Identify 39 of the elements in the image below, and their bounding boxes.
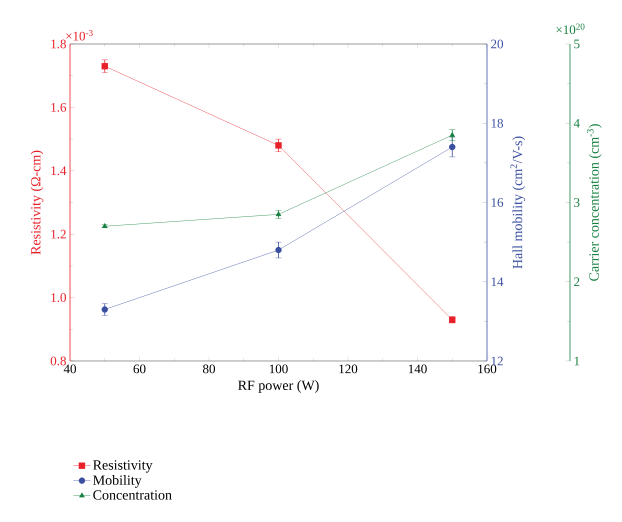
y3-tick-label: 3 bbox=[574, 198, 580, 207]
point bbox=[276, 211, 282, 216]
y2-tick-label: 18 bbox=[492, 118, 504, 128]
y-axis-title: Resistivity (Ω-cm) bbox=[30, 150, 44, 255]
x-tick-label: 40 bbox=[64, 364, 76, 374]
point bbox=[275, 142, 282, 149]
point bbox=[275, 246, 282, 254]
y2-tick-label: 16 bbox=[492, 198, 504, 207]
text: ×10$^{20}$ bbox=[556, 24, 585, 34]
point bbox=[449, 144, 456, 150]
y-tick-label: 1.0 bbox=[51, 293, 66, 302]
x-tick-label: 140 bbox=[408, 364, 427, 374]
text: ×10$^{-3}$ bbox=[66, 30, 93, 40]
y3-tick-label: 2 bbox=[574, 277, 580, 286]
y3-tick-label: 4 bbox=[574, 118, 580, 128]
y2-axis-title: Hall mobility (cm$^{2}$/V-s) bbox=[510, 136, 526, 269]
point bbox=[449, 132, 456, 137]
y3-axis-title: Carrier concentration (cm$^{-3}$) bbox=[586, 124, 602, 281]
x-tick-label: 60 bbox=[134, 364, 146, 374]
x-tick-label: 100 bbox=[270, 364, 288, 374]
x-tick-label: 120 bbox=[339, 364, 358, 374]
legend-label: Resistivity bbox=[93, 460, 153, 473]
point bbox=[102, 62, 108, 70]
y2-tick-label: 20 bbox=[491, 40, 504, 48]
legend-label: Mobility bbox=[93, 475, 142, 488]
y2-tick-label: 14 bbox=[492, 277, 504, 286]
y-tick-label: 1.6 bbox=[51, 102, 66, 112]
y3-tick-label: 1 bbox=[574, 356, 580, 366]
y-tick-label: 1.8 bbox=[51, 40, 66, 48]
x-axis-title: RF power (W) bbox=[238, 380, 319, 393]
y-tick-label: 0.8 bbox=[50, 356, 66, 366]
x-tick-label: 80 bbox=[203, 364, 216, 374]
y-tick-label: 1.4 bbox=[51, 166, 66, 176]
x-tick-label: 160 bbox=[478, 364, 496, 374]
legend-label: Concentration bbox=[93, 490, 172, 500]
y2-tick-label: 12 bbox=[492, 356, 503, 366]
y-tick-label: 1.2 bbox=[51, 230, 66, 239]
y3-tick-label: 5 bbox=[574, 40, 580, 48]
point bbox=[102, 306, 108, 313]
